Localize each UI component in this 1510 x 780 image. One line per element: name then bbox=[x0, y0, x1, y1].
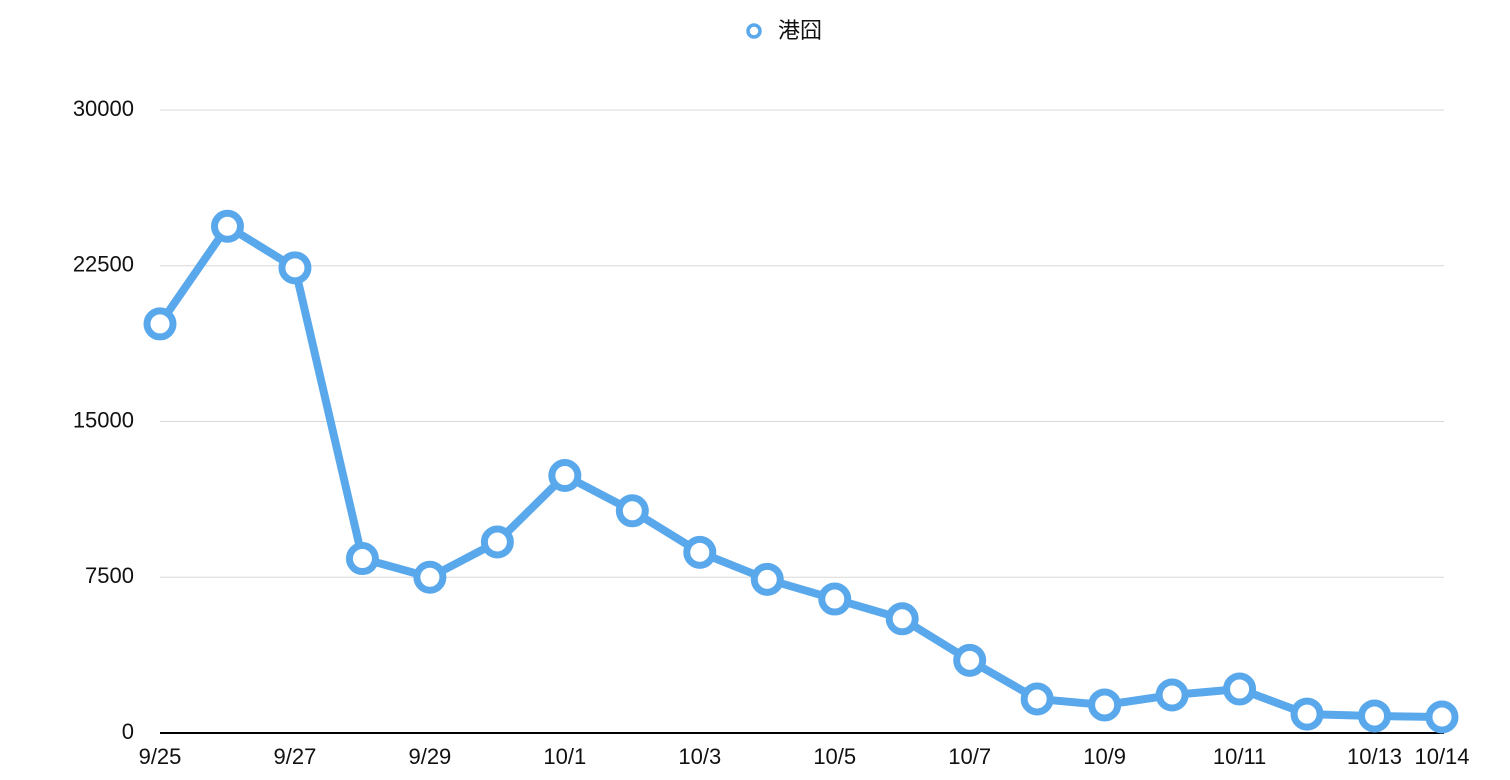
point bbox=[1425, 700, 1459, 734]
point bbox=[885, 602, 919, 636]
point bbox=[818, 582, 852, 616]
point bbox=[210, 209, 244, 243]
point bbox=[413, 560, 447, 594]
point bbox=[1088, 688, 1122, 722]
x-tick-label: 10/11 bbox=[1213, 744, 1266, 769]
x-tick-label: 9/25 bbox=[139, 744, 182, 769]
x-tick-label: 10/14 bbox=[1414, 744, 1469, 769]
point bbox=[750, 562, 784, 596]
point bbox=[1020, 682, 1054, 716]
point bbox=[480, 525, 514, 559]
point bbox=[278, 251, 312, 285]
x-tick-label: 9/29 bbox=[408, 744, 451, 769]
point bbox=[1290, 697, 1324, 731]
y-tick-label: 15000 bbox=[73, 407, 134, 432]
point bbox=[1223, 672, 1257, 706]
y-tick-label: 7500 bbox=[85, 563, 134, 588]
x-tick-label: 10/1 bbox=[543, 744, 586, 769]
x-tick-label: 10/7 bbox=[948, 744, 991, 769]
point bbox=[953, 643, 987, 677]
legend-label: 港囧 bbox=[778, 18, 822, 43]
point bbox=[345, 542, 379, 576]
point bbox=[1358, 699, 1392, 733]
x-tick-label: 10/13 bbox=[1347, 744, 1402, 769]
line bbox=[156, 222, 1443, 722]
point bbox=[615, 494, 649, 528]
y-tick-label: 22500 bbox=[73, 252, 134, 277]
y-tick-label: 0 bbox=[122, 719, 134, 744]
point bbox=[143, 307, 177, 341]
x-tick-label: 10/5 bbox=[813, 744, 856, 769]
point bbox=[1155, 678, 1189, 712]
legend-marker bbox=[746, 23, 762, 39]
point bbox=[548, 458, 582, 492]
point bbox=[683, 535, 717, 569]
x-tick-label: 10/3 bbox=[678, 744, 721, 769]
x-tick-label: 10/9 bbox=[1083, 744, 1126, 769]
y-tick-label: 30000 bbox=[73, 96, 134, 121]
x-tick-label: 9/27 bbox=[274, 744, 317, 769]
